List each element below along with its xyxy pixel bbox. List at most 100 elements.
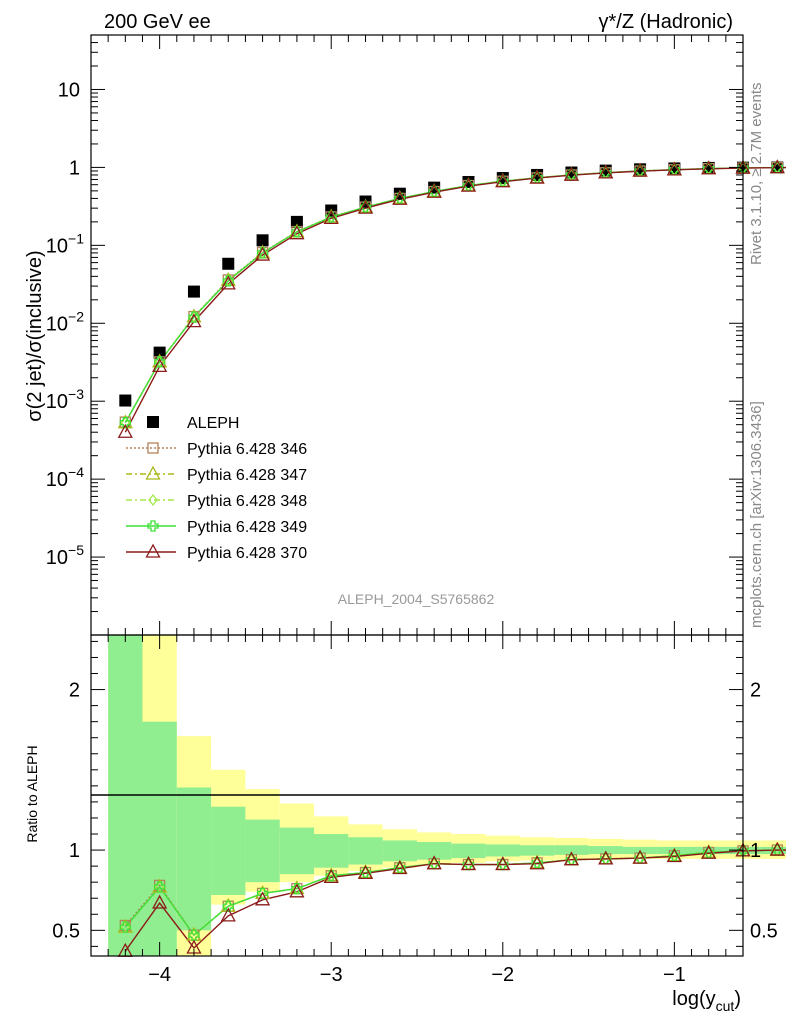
p370-ratio-point (632, 849, 648, 864)
main-y-tick-label: 10−1 (46, 230, 84, 257)
x-axis-label-base: log(y (672, 988, 715, 1010)
data-point (222, 257, 235, 270)
legend-label-p347: Pythia 6.428 347 (187, 467, 307, 484)
p370-point (186, 313, 202, 328)
p349-ratio-point (153, 881, 166, 893)
p370-point (254, 246, 271, 261)
stat-uncertainty-band-bin (554, 845, 589, 855)
main-y-tick-base: 10 (46, 391, 68, 413)
legend-label-p348: Pythia 6.428 348 (187, 493, 307, 510)
stat-uncertainty-band-bin (176, 787, 212, 931)
p370-point (117, 423, 133, 438)
analysis-id-label: ALEPH_2004_S5765862 (338, 591, 495, 607)
p370-ratio-point (152, 894, 168, 909)
main-y-tick-exp: −2 (68, 308, 84, 324)
stat-uncertainty-band-bin (279, 827, 315, 875)
p370-ratio-point (460, 856, 477, 871)
data-point (256, 234, 269, 247)
p349-point (153, 356, 166, 368)
main-y-tick-exp: −4 (68, 464, 84, 480)
x-axis-label-sub: cut (716, 998, 735, 1014)
legend: ALEPH Pythia 6.428 346 Pythia 6.428 347 Pyt… (126, 415, 307, 562)
ratio-uncertainty-bands (108, 635, 786, 956)
legend-label-p349: Pythia 6.428 349 (187, 519, 307, 536)
p370-point (220, 275, 236, 290)
p370-ratio-point (495, 856, 511, 871)
legend-marker-p346 (147, 442, 159, 454)
p370-ratio-point (598, 850, 614, 865)
stat-uncertainty-band-bin (211, 806, 246, 896)
stat-uncertainty-band-bin (485, 844, 520, 857)
p370-point (563, 166, 580, 181)
ratio-y-axis-label: Ratio to ALEPH (24, 745, 40, 842)
legend-label-p346: Pythia 6.428 346 (187, 441, 307, 458)
p347-line (124, 166, 786, 424)
header-left-label: 200 GeV ee (104, 11, 211, 33)
p370-point (769, 159, 785, 174)
p349-point (188, 311, 200, 323)
p370-point (426, 183, 442, 198)
main-y-tick-label: 10−4 (46, 464, 84, 491)
x-tick-label: −2 (491, 964, 514, 986)
p370-ratio-point (666, 848, 682, 863)
main-y-tick-label: 10−5 (46, 542, 84, 569)
p370-ratio-point (426, 855, 442, 870)
p370-point (392, 190, 408, 205)
legend-marker-p349 (147, 520, 159, 532)
main-y-tick-exp: −3 (68, 386, 84, 402)
p370-point (323, 209, 339, 224)
p348-line (124, 166, 786, 424)
p346-line (124, 166, 786, 423)
legend-marker-p347 (145, 465, 161, 480)
p370-point (529, 169, 545, 184)
p370-line (124, 166, 786, 433)
x-axis-label: log(ycut) (672, 988, 741, 1014)
legend-label-data: ALEPH (187, 415, 239, 432)
p349-point (222, 275, 234, 287)
main-y-tick-label: 10−3 (46, 386, 84, 413)
p349-ratio-point (256, 887, 269, 900)
main-y-tick-label: 10−2 (46, 308, 84, 335)
stat-uncertainty-band-bin (382, 840, 417, 862)
p370-ratio-point (254, 891, 271, 906)
p370-ratio-point (392, 860, 408, 875)
p370-point (495, 173, 511, 188)
legend-marker-p370 (145, 543, 161, 558)
legend-marker-p348 (148, 493, 158, 507)
p370-point (289, 225, 305, 240)
ratio-y-tick-label: 0.5 (52, 920, 80, 942)
main-y-tick-base: 10 (46, 547, 68, 569)
legend-label-p370: Pythia 6.428 370 (187, 545, 307, 562)
ratio-y-tick-label: 2 (69, 680, 80, 702)
stat-uncertainty-band-bin (314, 834, 349, 868)
p370-point (632, 162, 648, 177)
x-tick-label: −3 (320, 964, 343, 986)
header-right-label: γ*/Z (Hadronic) (599, 11, 733, 33)
main-y-tick-exp: −5 (68, 542, 84, 558)
main-y-tick-label: 1 (69, 157, 80, 179)
data-point (771, 161, 784, 174)
rivet-version-label: Rivet 3.1.10, ≥ 2.7M events (748, 83, 765, 266)
p370-ratio-point (701, 844, 717, 859)
data-point (153, 346, 166, 359)
p370-point (357, 199, 374, 214)
stat-uncertainty-band-bin (588, 846, 623, 855)
stat-uncertainty-band-bin (691, 846, 726, 855)
p370-point (152, 357, 168, 373)
main-y-tick-label: 10 (58, 79, 80, 101)
mcplots-source-label: mcplots.cern.ch [arXiv:1306.3436] (748, 401, 765, 628)
p349-ratio-point (119, 921, 131, 933)
p370-point (666, 161, 682, 176)
p370-ratio-point (357, 864, 374, 879)
legend-marker-data (147, 416, 159, 428)
x-axis-label-end: ) (734, 988, 741, 1010)
main-y-tick-exp: −1 (68, 230, 84, 246)
ratio-y-tick-label-right: 1 (750, 840, 761, 862)
stat-uncertainty-band-bin (245, 819, 280, 883)
ratio-series-markers (117, 841, 785, 957)
ratio-y-tick-label-right: 2 (750, 680, 761, 702)
data-point (119, 394, 132, 407)
p370-point (701, 160, 717, 175)
